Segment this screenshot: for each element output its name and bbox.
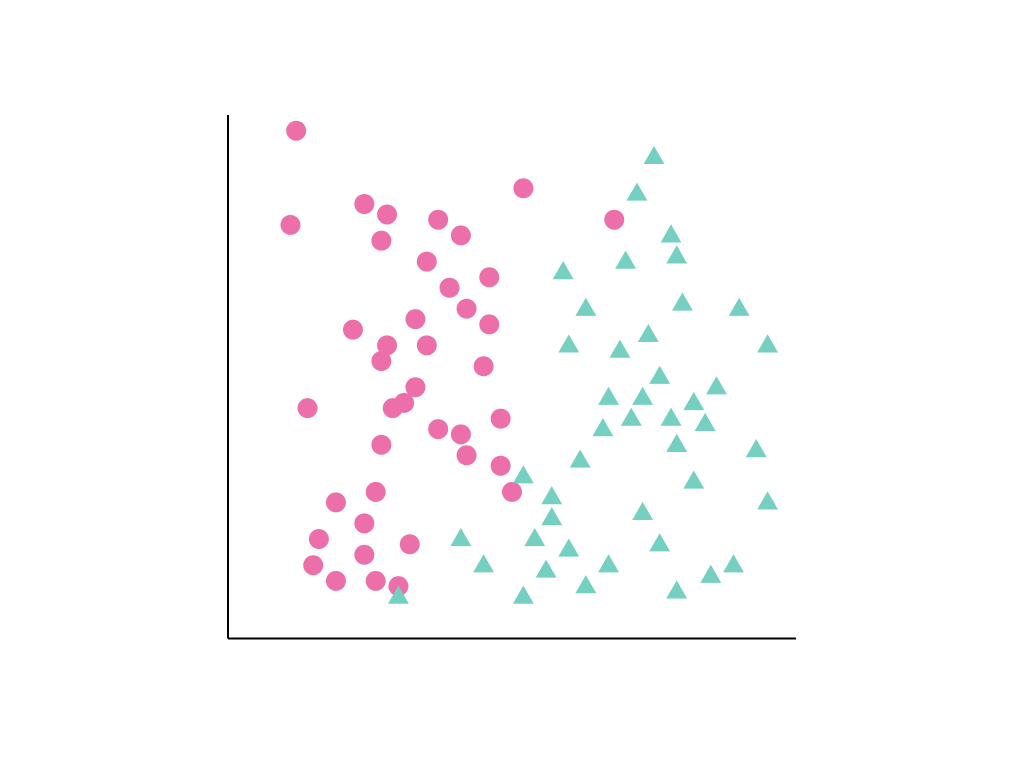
scatter-point bbox=[473, 554, 494, 572]
scatter-point bbox=[474, 356, 494, 376]
scatter-point bbox=[541, 486, 562, 504]
scatter-point bbox=[661, 408, 682, 426]
scatter-point bbox=[649, 533, 670, 551]
scatter-point bbox=[632, 502, 653, 520]
scatter-point bbox=[400, 534, 420, 554]
scatter-point bbox=[632, 387, 653, 405]
scatter-point bbox=[354, 194, 374, 214]
scatter-point bbox=[366, 482, 386, 502]
scatter-point bbox=[683, 470, 704, 488]
scatter-point bbox=[479, 314, 499, 334]
scatter-point bbox=[695, 413, 716, 431]
scatter-point bbox=[479, 267, 499, 287]
scatter-point bbox=[502, 482, 522, 502]
scatter-point bbox=[757, 491, 778, 509]
scatter-point bbox=[644, 146, 665, 164]
scatter-point bbox=[706, 376, 727, 394]
scatter-point bbox=[354, 513, 374, 533]
scatter-point bbox=[513, 465, 534, 483]
scatter-point bbox=[513, 178, 533, 198]
scatter-point bbox=[405, 309, 425, 329]
scatter-point bbox=[615, 251, 636, 269]
scatter-point bbox=[723, 554, 744, 572]
scatter-point bbox=[592, 418, 613, 436]
chart-svg bbox=[0, 0, 1024, 768]
scatter-point bbox=[609, 340, 630, 358]
scatter-point bbox=[298, 398, 318, 418]
scatter-point bbox=[457, 299, 477, 319]
scatter-point bbox=[638, 324, 659, 342]
scatter-point bbox=[371, 231, 391, 251]
scatter-point bbox=[621, 408, 642, 426]
scatter-point bbox=[683, 392, 704, 410]
scatter-point bbox=[553, 261, 574, 279]
scatter-point bbox=[604, 210, 624, 230]
scatter-point bbox=[598, 387, 619, 405]
scatter-point bbox=[575, 575, 596, 593]
scatter-point bbox=[326, 571, 346, 591]
scatter-point bbox=[383, 398, 403, 418]
scatter-point bbox=[377, 335, 397, 355]
scatter-point bbox=[280, 215, 300, 235]
scatter-point bbox=[354, 545, 374, 565]
scatter-point bbox=[627, 183, 648, 201]
scatter-point bbox=[666, 580, 687, 598]
scatter-point bbox=[491, 409, 511, 429]
scatter-point bbox=[417, 252, 437, 272]
scatter-point bbox=[286, 121, 306, 141]
scatter-point bbox=[666, 434, 687, 452]
scatter-point bbox=[757, 334, 778, 352]
scatter-point bbox=[326, 492, 346, 512]
series-series-a bbox=[280, 121, 624, 596]
scatter-point bbox=[700, 565, 721, 583]
scatter-point bbox=[672, 292, 693, 310]
scatter-point bbox=[598, 554, 619, 572]
scatter-point bbox=[309, 529, 329, 549]
scatter-point bbox=[570, 450, 591, 468]
scatter-point bbox=[558, 334, 579, 352]
scatter-point bbox=[371, 435, 391, 455]
scatter-point bbox=[417, 335, 437, 355]
scatter-point bbox=[451, 424, 471, 444]
scatter-point bbox=[536, 559, 557, 577]
scatter-point bbox=[440, 278, 460, 298]
scatter-point bbox=[513, 586, 534, 604]
scatter-point bbox=[661, 224, 682, 242]
scatter-point bbox=[428, 210, 448, 230]
scatter-point bbox=[428, 419, 448, 439]
scatter-point bbox=[649, 366, 670, 384]
scatter-point bbox=[524, 528, 545, 546]
scatter-point bbox=[303, 555, 323, 575]
scatter-point bbox=[343, 320, 363, 340]
scatter-point bbox=[558, 539, 579, 557]
scatter-point bbox=[729, 298, 750, 316]
scatter-point bbox=[377, 204, 397, 224]
scatter-point bbox=[457, 445, 477, 465]
scatter-point bbox=[450, 528, 471, 546]
scatter-point bbox=[451, 225, 471, 245]
scatter-point bbox=[575, 298, 596, 316]
scatter-point bbox=[666, 245, 687, 263]
scatter-point bbox=[746, 439, 767, 457]
scatter-point bbox=[491, 456, 511, 476]
scatter-chart bbox=[0, 0, 1024, 768]
scatter-point bbox=[541, 507, 562, 525]
scatter-point bbox=[366, 571, 386, 591]
